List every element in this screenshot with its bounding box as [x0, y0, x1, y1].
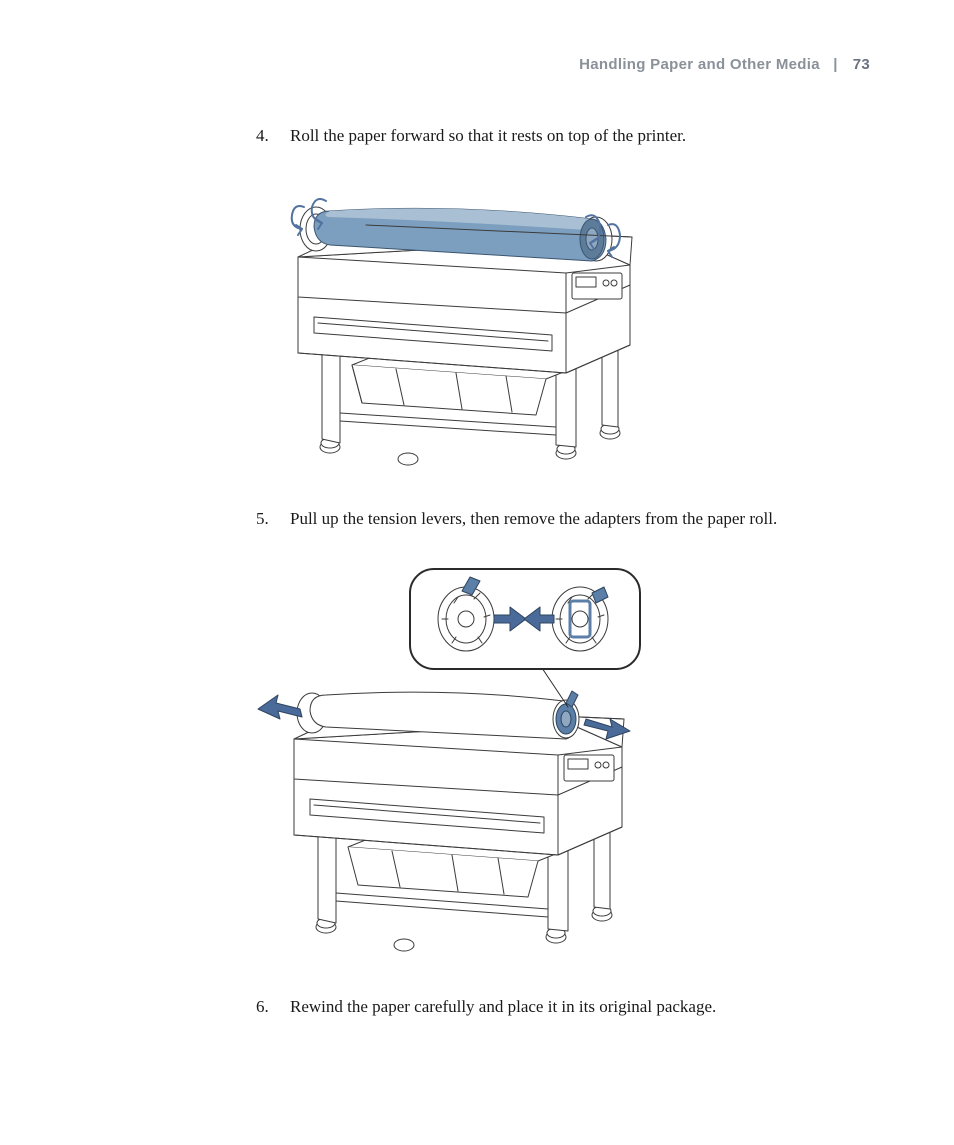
step-text: Roll the paper forward so that it rests … — [290, 124, 874, 149]
figure-printer-remove-adapters — [256, 559, 660, 955]
page-header: Handling Paper and Other Media | 73 — [579, 56, 870, 73]
step-4: 4. Roll the paper forward so that it res… — [256, 124, 874, 149]
step-6: 6. Rewind the paper carefully and place … — [256, 995, 874, 1020]
step-number: 6. — [256, 995, 290, 1020]
figure-printer-roll-forward — [256, 177, 652, 467]
step-text: Pull up the tension levers, then remove … — [290, 507, 874, 532]
page-number: 73 — [853, 56, 870, 73]
figure-2-wrap — [256, 559, 874, 955]
step-text: Rewind the paper carefully and place it … — [290, 995, 874, 1020]
section-title: Handling Paper and Other Media — [579, 56, 820, 73]
step-5: 5. Pull up the tension levers, then remo… — [256, 507, 874, 532]
step-number: 5. — [256, 507, 290, 532]
step-number: 4. — [256, 124, 290, 149]
header-separator: | — [824, 56, 842, 73]
figure-1-wrap — [256, 177, 874, 467]
page-content: 4. Roll the paper forward so that it res… — [256, 124, 874, 1042]
